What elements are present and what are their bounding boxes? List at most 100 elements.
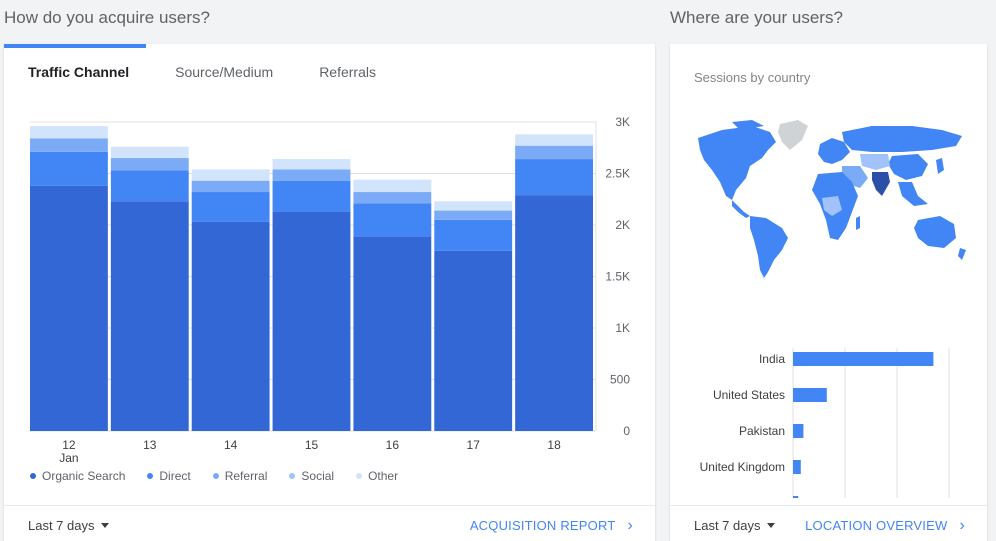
bar-segment[interactable] bbox=[191, 169, 270, 181]
acquisition-report-link[interactable]: ACQUISITION REPORT › bbox=[469, 517, 633, 534]
bar-segment[interactable] bbox=[353, 203, 432, 237]
y-tick-label: 0 bbox=[623, 424, 630, 438]
location-date-range-dropdown[interactable]: Last 7 days bbox=[694, 518, 775, 533]
y-tick-label: 2K bbox=[615, 218, 630, 232]
legend-label: Organic Search bbox=[42, 469, 126, 483]
x-tick-label: 12 bbox=[62, 438, 76, 452]
legend-item[interactable]: Direct bbox=[147, 469, 191, 483]
country-bar[interactable] bbox=[793, 388, 827, 402]
tab-traffic-channel[interactable]: Traffic Channel bbox=[28, 64, 130, 80]
bar-segment[interactable] bbox=[110, 201, 189, 431]
legend-dot-icon bbox=[147, 473, 154, 479]
y-tick-label: 2.5K bbox=[605, 167, 630, 181]
map-region-madagascar[interactable] bbox=[856, 216, 860, 230]
x-tick-label: 17 bbox=[467, 438, 481, 452]
acquisition-report-label: ACQUISITION REPORT bbox=[469, 518, 616, 533]
country-label: United Kingdom bbox=[700, 460, 785, 474]
country-label: Pakistan bbox=[739, 424, 785, 438]
map-region-russia[interactable] bbox=[842, 126, 962, 152]
bar-segment[interactable] bbox=[191, 180, 270, 193]
bar-segment[interactable] bbox=[515, 134, 593, 146]
bar-segment[interactable] bbox=[515, 145, 593, 160]
country-label: Nigeria bbox=[747, 496, 785, 498]
caret-down-icon bbox=[766, 523, 775, 528]
bar-segment[interactable] bbox=[191, 221, 270, 431]
bar-segment[interactable] bbox=[515, 195, 593, 431]
location-overview-link[interactable]: LOCATION OVERVIEW › bbox=[805, 518, 965, 534]
legend-dot-icon bbox=[289, 473, 296, 479]
sessions-by-country-label: Sessions by country bbox=[694, 70, 811, 85]
bar-segment[interactable] bbox=[353, 236, 432, 431]
country-bar[interactable] bbox=[793, 424, 804, 438]
bar-segment[interactable] bbox=[434, 210, 513, 220]
country-label: United States bbox=[713, 388, 785, 402]
world-map[interactable] bbox=[692, 120, 972, 280]
bar-segment[interactable] bbox=[110, 158, 189, 171]
map-region-australia[interactable] bbox=[914, 216, 956, 248]
map-region-china[interactable] bbox=[888, 154, 928, 180]
legend-item[interactable]: Referral bbox=[212, 469, 267, 483]
country-label: India bbox=[759, 352, 785, 366]
map-region-africa-light[interactable] bbox=[822, 196, 842, 216]
map-region-japan[interactable] bbox=[936, 158, 944, 174]
legend-dot-icon bbox=[212, 473, 219, 479]
bar-segment[interactable] bbox=[353, 192, 432, 204]
bar-segment[interactable] bbox=[30, 126, 108, 139]
bar-segment[interactable] bbox=[30, 185, 108, 431]
date-range-dropdown[interactable]: Last 7 days bbox=[28, 518, 109, 533]
y-tick-label: 3K bbox=[615, 115, 630, 129]
caret-down-icon bbox=[100, 523, 109, 528]
location-footer: Last 7 days LOCATION OVERVIEW › bbox=[670, 505, 987, 541]
x-tick-label: 15 bbox=[305, 438, 319, 452]
x-tick-label: 18 bbox=[547, 438, 561, 452]
acquisition-footer: Last 7 days ACQUISITION REPORT › bbox=[4, 505, 655, 541]
bar-segment[interactable] bbox=[272, 169, 351, 181]
bar-segment[interactable] bbox=[272, 180, 351, 212]
legend-label: Social bbox=[301, 469, 335, 483]
map-region-central-america[interactable] bbox=[732, 200, 750, 218]
location-section-title: Where are your users? bbox=[670, 8, 843, 27]
map-region-greenland[interactable] bbox=[778, 120, 808, 150]
map-region-europe[interactable] bbox=[818, 138, 850, 164]
tab-referrals[interactable]: Referrals bbox=[319, 64, 376, 80]
map-region-southeast-asia[interactable] bbox=[898, 182, 928, 206]
bar-segment[interactable] bbox=[110, 170, 189, 202]
map-region-south-america[interactable] bbox=[750, 216, 788, 278]
country-bar[interactable] bbox=[793, 352, 934, 366]
country-bar[interactable] bbox=[793, 460, 801, 474]
bar-segment[interactable] bbox=[434, 250, 513, 431]
location-card: Sessions by country bbox=[670, 44, 987, 541]
country-bar[interactable] bbox=[793, 496, 799, 498]
bar-segment[interactable] bbox=[30, 151, 108, 186]
bar-segment[interactable] bbox=[272, 211, 351, 431]
bar-segment[interactable] bbox=[110, 146, 189, 159]
map-region-india[interactable] bbox=[872, 172, 890, 196]
map-region-new-zealand[interactable] bbox=[958, 248, 966, 260]
legend-dot-icon bbox=[356, 473, 363, 479]
legend-label: Direct bbox=[159, 469, 191, 483]
acquire-section-title: How do you acquire users? bbox=[4, 8, 211, 27]
y-tick-label: 1K bbox=[615, 321, 630, 335]
chevron-right-icon: › bbox=[627, 517, 633, 534]
legend-item[interactable]: Organic Search bbox=[30, 469, 125, 483]
legend-item[interactable]: Social bbox=[289, 469, 334, 483]
bar-segment[interactable] bbox=[30, 138, 108, 152]
legend-dot-icon bbox=[30, 473, 36, 479]
y-tick-label: 1.5K bbox=[605, 270, 630, 284]
x-tick-label: 14 bbox=[224, 438, 238, 452]
map-region-north-america[interactable] bbox=[698, 126, 776, 200]
card-active-indicator bbox=[4, 44, 146, 48]
map-region-canada-north[interactable] bbox=[732, 120, 764, 128]
legend-item[interactable]: Other bbox=[356, 469, 398, 483]
bar-segment[interactable] bbox=[191, 192, 270, 222]
bar-segment[interactable] bbox=[434, 219, 513, 251]
tab-source-medium[interactable]: Source/Medium bbox=[175, 64, 274, 80]
bar-segment[interactable] bbox=[515, 159, 593, 196]
map-region-central-asia[interactable] bbox=[860, 154, 890, 170]
bar-segment[interactable] bbox=[272, 159, 351, 170]
acquisition-card: Traffic Channel Source/Medium Referrals … bbox=[4, 44, 655, 541]
bar-segment[interactable] bbox=[434, 201, 513, 211]
bar-segment[interactable] bbox=[353, 179, 432, 193]
